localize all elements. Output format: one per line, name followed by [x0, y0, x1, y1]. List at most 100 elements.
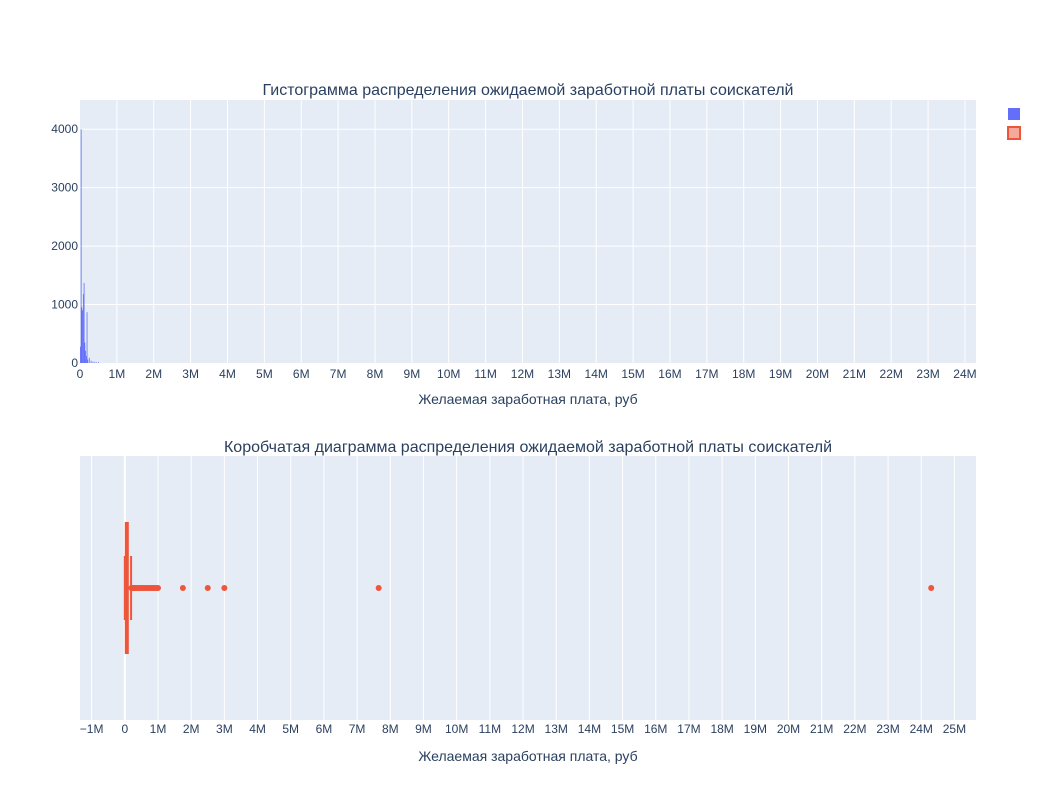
- legend-item-box[interactable]: [1007, 126, 1021, 140]
- histogram-x-tick-label: 20M: [806, 367, 829, 381]
- histogram-bar: [85, 355, 87, 363]
- histogram-bar: [94, 361, 96, 363]
- histogram-x-tick-label: 6M: [293, 367, 310, 381]
- boxplot-outliers: [128, 585, 935, 591]
- histogram-x-tick-label: 16M: [658, 367, 681, 381]
- boxplot-x-tick-label: 16M: [644, 722, 667, 736]
- boxplot-x-tick-label: 17M: [677, 722, 700, 736]
- boxplot-x-tick-label: 11M: [479, 722, 501, 736]
- histogram-x-tick-label: 9M: [404, 367, 421, 381]
- boxplot-x-tick-label: 1M: [150, 722, 167, 736]
- histogram-bar: [87, 359, 89, 363]
- histogram-x-tick-label: 14M: [585, 367, 608, 381]
- boxplot-x-axis-label: Желаемая заработная плата, руб: [418, 748, 637, 764]
- histogram-x-tick-label: 5M: [256, 367, 273, 381]
- histogram-x-tick-label: 10M: [437, 367, 460, 381]
- histogram-y-tick-label: 2000: [51, 239, 78, 253]
- histogram-x-tick-label: 4M: [219, 367, 236, 381]
- boxplot-x-tick-label: 6M: [316, 722, 333, 736]
- boxplot-outlier-point: [928, 585, 935, 591]
- histogram-x-tick-label: 0: [77, 367, 84, 381]
- histogram-bar: [90, 360, 92, 363]
- boxplot-x-tick-labels: −1M 0 1M 2M 3M 4M 5M 6M 7M 8M 9M 10M 11M 12M 13M 14M 15M…: [80, 722, 966, 736]
- boxplot-x-tick-label: 21M: [810, 722, 833, 736]
- boxplot-x-tick-label: 14M: [578, 722, 601, 736]
- histogram-bar: [96, 362, 98, 363]
- histogram-title: Гистограмма распределения ожидаемой зара…: [263, 82, 794, 99]
- histogram-x-tick-label: 19M: [769, 367, 792, 381]
- histogram-gridlines: [80, 100, 976, 363]
- histogram-x-tick-label: 24M: [953, 367, 976, 381]
- legend[interactable]: [1007, 108, 1021, 140]
- boxplot-x-tick-label: 8M: [382, 722, 399, 736]
- histogram-subplot: 0 1M 2M 3M 4M 5M 6M 7M 8M 9M 10M 11M 12M 13M 14M 15M 16M…: [51, 82, 976, 407]
- boxplot-x-tick-label: 25M: [943, 722, 966, 736]
- boxplot-x-tick-label: 19M: [744, 722, 767, 736]
- boxplot-x-tick-label: 18M: [710, 722, 733, 736]
- histogram-bar: [83, 282, 85, 363]
- histogram-x-tick-label: 3M: [182, 367, 199, 381]
- boxplot-outlier-point: [204, 585, 211, 591]
- histogram-bar: [85, 350, 86, 363]
- boxplot-x-tick-label: 7M: [349, 722, 366, 736]
- histogram-x-tick-label: 1M: [109, 367, 126, 381]
- histogram-x-tick-label: 15M: [621, 367, 644, 381]
- boxplot-x-tick-label: 4M: [249, 722, 266, 736]
- histogram-x-tick-label: 22M: [880, 367, 903, 381]
- boxplot-outlier-point: [375, 585, 382, 591]
- histogram-bar: [81, 307, 83, 363]
- boxplot-x-tick-label: 24M: [910, 722, 933, 736]
- boxplot-x-tick-label: 2M: [183, 722, 200, 736]
- histogram-bar: [82, 294, 84, 363]
- histogram-x-tick-label: 23M: [916, 367, 939, 381]
- boxplot-x-tick-label: 12M: [511, 722, 534, 736]
- boxplot-plot-area: [80, 456, 976, 720]
- histogram-bars: [80, 129, 99, 363]
- boxplot-subplot: −1M 0 1M 2M 3M 4M 5M 6M 7M 8M 9M 10M 11M 12M 13M 14M 15M…: [80, 439, 976, 764]
- boxplot-x-tick-label: 10M: [445, 722, 468, 736]
- histogram-y-tick-label: 0: [71, 356, 78, 370]
- histogram-x-tick-label: 7M: [330, 367, 347, 381]
- boxplot-x-tick-label: 23M: [876, 722, 899, 736]
- boxplot-x-tick-label: 3M: [216, 722, 233, 736]
- histogram-x-axis-label: Желаемая заработная плата, руб: [418, 391, 637, 407]
- boxplot-box: [123, 522, 133, 654]
- histogram-y-tick-label: 1000: [51, 298, 78, 312]
- boxplot-x-tick-label: 22M: [843, 722, 866, 736]
- legend-item-histogram[interactable]: [1008, 108, 1020, 120]
- boxplot-x-tick-label: 15M: [611, 722, 634, 736]
- histogram-bar: [80, 346, 81, 363]
- histogram-bar: [82, 310, 84, 363]
- boxplot-x-tick-label: 13M: [545, 722, 568, 736]
- histogram-plot-area: [80, 100, 976, 363]
- histogram-y-tick-labels: 0 1000 2000 3000 4000: [51, 122, 78, 370]
- histogram-bar: [84, 342, 86, 363]
- boxplot-x-tick-label: 20M: [777, 722, 800, 736]
- histogram-x-tick-labels: 0 1M 2M 3M 4M 5M 6M 7M 8M 9M 10M 11M 12M 13M 14M 15M 16M…: [77, 367, 977, 381]
- boxplot-x-tick-label: 9M: [415, 722, 432, 736]
- boxplot-x-tick-label: −1M: [80, 722, 104, 736]
- boxplot-x-tick-label: 0: [121, 722, 128, 736]
- histogram-bar: [98, 362, 99, 363]
- histogram-x-tick-label: 11M: [474, 367, 496, 381]
- boxplot-outlier-point: [154, 585, 161, 591]
- histogram-bar: [92, 361, 94, 363]
- histogram-x-tick-label: 18M: [732, 367, 755, 381]
- histogram-bar: [80, 129, 82, 363]
- histogram-x-tick-label: 13M: [548, 367, 571, 381]
- histogram-x-tick-label: 8M: [367, 367, 384, 381]
- boxplot-outlier-point: [221, 585, 228, 591]
- histogram-bar: [88, 357, 90, 363]
- histogram-x-tick-label: 17M: [695, 367, 718, 381]
- histogram-x-tick-label: 12M: [511, 367, 534, 381]
- boxplot-x-tick-label: 5M: [282, 722, 299, 736]
- boxplot-title: Коробчатая диаграмма распределения ожида…: [224, 439, 832, 456]
- histogram-x-tick-label: 2M: [145, 367, 162, 381]
- boxplot-outlier-point: [179, 585, 186, 591]
- histogram-y-tick-label: 4000: [51, 122, 78, 136]
- histogram-bar: [86, 312, 88, 363]
- boxplot-gridlines: [91, 456, 955, 720]
- histogram-x-tick-label: 21M: [843, 367, 866, 381]
- legend-swatch-histogram: [1008, 108, 1020, 120]
